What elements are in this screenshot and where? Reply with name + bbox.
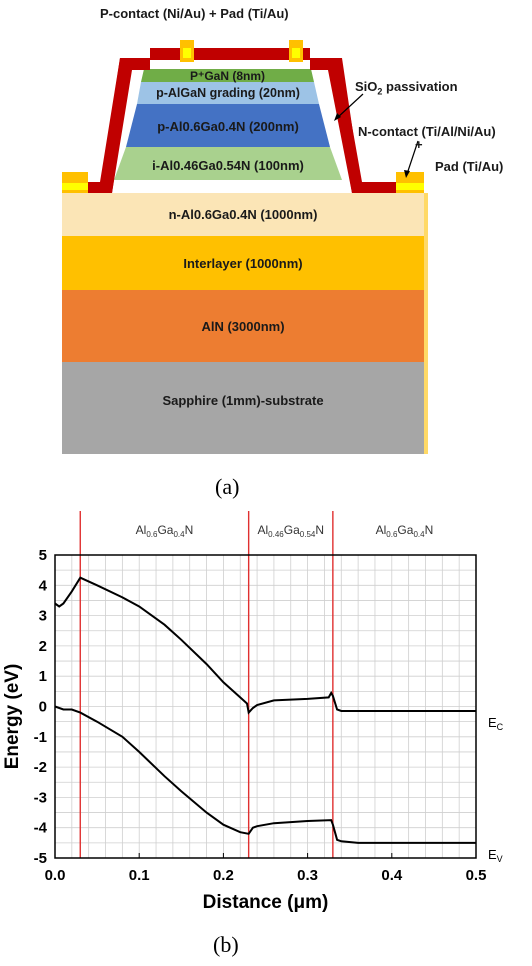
n-contact-right-pad	[396, 183, 424, 190]
edge-shadow	[424, 193, 428, 454]
sio2-arrow	[336, 93, 364, 119]
region-label-sub: 0.6	[146, 530, 158, 539]
x-tick-label: 0.5	[466, 867, 487, 884]
y-tick-label: 4	[39, 577, 48, 594]
series-label-main: E	[488, 847, 497, 862]
region-boundaries	[55, 510, 476, 858]
layer-i-algan	[114, 147, 342, 180]
region-label-sub: 0.4	[173, 530, 185, 539]
layer-p-gan-label: P⁺GaN (8nm)	[189, 68, 265, 83]
layer-interlayer	[62, 236, 424, 290]
n-contact-plus: +	[415, 137, 423, 152]
device-structure-svg	[62, 40, 428, 454]
p-contact-left-pad	[183, 48, 191, 58]
series-label-sub: V	[497, 854, 503, 864]
region-label: Al0.6Ga0.4N	[376, 523, 434, 539]
region-label-sub: 0.4	[413, 530, 425, 539]
layer-p-algan	[126, 104, 330, 147]
layer-n-algan	[62, 193, 424, 236]
y-tick-label: -1	[34, 729, 47, 746]
sio2-arrowhead	[334, 113, 341, 121]
region-label-main: Ga	[157, 523, 173, 537]
region-label: Al0.46Ga0.54N	[258, 523, 325, 539]
y-tick-label: 2	[39, 638, 47, 655]
series-label-sub: C	[497, 722, 504, 732]
layer-p-algan-grading-label: p-AlGaN grading (20nm)	[156, 86, 300, 100]
region-label-main: Al	[258, 523, 269, 537]
layer-sapphire	[62, 362, 424, 454]
series-label-main: E	[488, 715, 497, 730]
sio2-label-main: SiO	[355, 79, 378, 94]
region-label-main: Ga	[397, 523, 413, 537]
region-label-sub: 0.6	[386, 530, 398, 539]
y-tick-label: -3	[34, 789, 47, 806]
layer-n-algan-label: n-Al0.6Ga0.4N (1000nm)	[168, 206, 318, 222]
n-contact-label: N-contact (Ti/Al/Ni/Au)	[358, 124, 496, 139]
region-label-main: N	[315, 523, 324, 537]
y-tick-label: 3	[39, 608, 47, 625]
sio2-label-sub: 2	[377, 86, 383, 97]
y-axis-label: Energy (eV)	[2, 664, 23, 770]
region-label-sub: 0.46	[268, 530, 284, 539]
y-tick-label: 0	[39, 699, 47, 716]
sio2-left-wall	[100, 58, 132, 193]
x-tick-label: 0.4	[381, 867, 403, 884]
series-label-ec: EC	[488, 715, 504, 732]
region-label-main: N	[185, 523, 194, 537]
layer-p-algan-label: p-Al0.6Ga0.4N (200nm)	[157, 118, 299, 134]
region-label-main: Al	[136, 523, 147, 537]
n-contact-arrow	[406, 140, 419, 175]
p-contact-right-pad	[292, 48, 300, 58]
chart-ticks: 0.0 0.1 0.2 0.3 0.4 0.5 5 4 3 2 1 0 -1 -2 -3 -4 -5	[34, 547, 487, 884]
n-pad-label: Pad (Ti/Au)	[435, 159, 504, 174]
layer-aln	[62, 290, 424, 362]
plot-frame	[54, 554, 477, 859]
y-tick-label: -4	[34, 820, 48, 837]
layer-p-algan-grading	[137, 82, 319, 104]
layer-p-gan	[141, 69, 314, 82]
layer-i-algan-label: i-Al0.46Ga0.54N (100nm)	[152, 157, 304, 173]
region-label-main: N	[425, 523, 434, 537]
region-label-sub: 0.54	[300, 530, 316, 539]
series-label-ev: EV	[488, 847, 503, 864]
layer-sapphire-label: Sapphire (1mm)-substrate	[162, 392, 324, 408]
layer-interlayer-label: Interlayer (1000nm)	[183, 255, 303, 271]
x-axis-label: Distance (μm)	[203, 892, 329, 913]
panel-b-caption: (b)	[213, 932, 239, 957]
y-tick-label: -5	[34, 850, 47, 867]
n-contact-arrowhead	[404, 170, 410, 178]
sio2-label-rest: passivation	[382, 79, 458, 94]
panel-a-caption: (a)	[215, 474, 240, 499]
series-line-ev	[54, 705, 476, 844]
n-contact-left-pad	[62, 183, 88, 190]
sio2-passivation-label: SiO2 passivation	[355, 79, 458, 97]
series-line-ec	[54, 576, 476, 715]
region-labels: Al0.6Ga0.4N Al0.46Ga0.54N Al0.6Ga0.4N	[136, 523, 434, 539]
x-tick-label: 0.2	[213, 867, 234, 884]
region-label-main: Al	[376, 523, 387, 537]
x-tick-label: 0.3	[297, 867, 318, 884]
y-tick-label: 1	[39, 668, 47, 685]
p-contact-label: P-contact (Ni/Au) + Pad (Ti/Au)	[100, 6, 289, 21]
region-label-main: Ga	[284, 523, 300, 537]
x-tick-label: 0.1	[129, 867, 150, 884]
y-tick-label: -2	[34, 759, 47, 776]
sio2-right-wall	[330, 58, 362, 193]
chart-series	[54, 576, 476, 844]
x-tick-label: 0.0	[45, 867, 66, 884]
y-tick-label: 5	[39, 547, 47, 564]
chart-grid	[54, 554, 477, 859]
region-label: Al0.6Ga0.4N	[136, 523, 194, 539]
layer-aln-label: AlN (3000nm)	[201, 318, 285, 334]
